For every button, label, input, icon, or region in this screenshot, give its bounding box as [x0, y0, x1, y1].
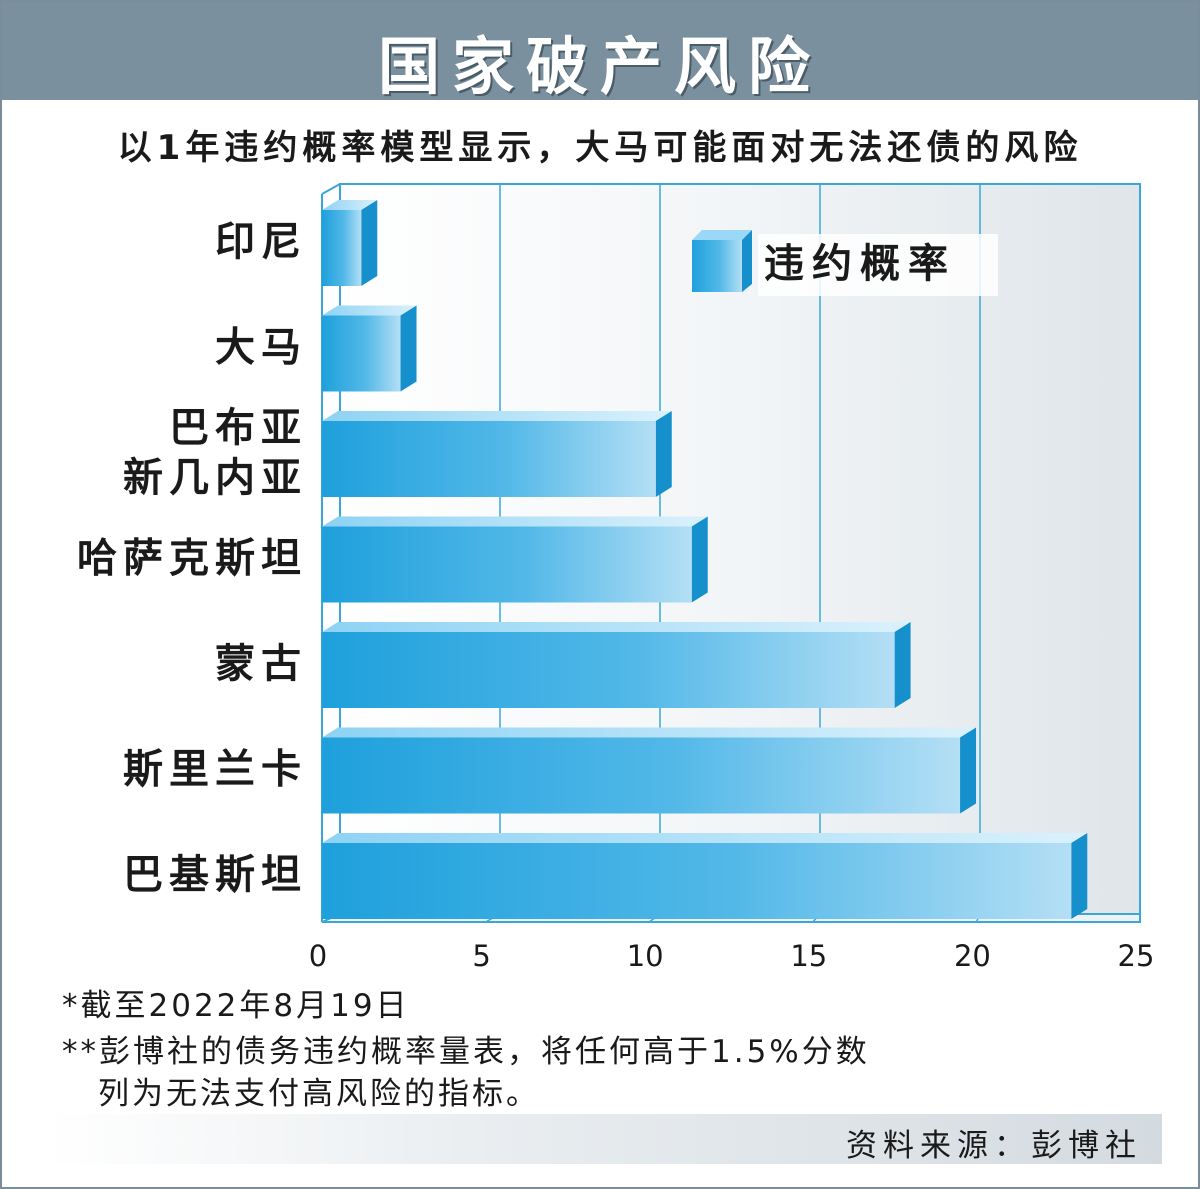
legend-swatch-side	[742, 230, 752, 292]
bar-end	[655, 411, 672, 497]
bar-巴布亚新几内亚	[322, 411, 672, 497]
x-tick-label: 20	[954, 939, 991, 973]
x-tick-label: 0	[309, 939, 327, 973]
bar-end	[894, 622, 911, 708]
bar-end	[361, 200, 378, 286]
bar-top	[322, 727, 977, 738]
x-tick-label: 10	[627, 939, 664, 973]
bar-top	[322, 411, 672, 421]
source-credit: 资料来源：彭博社	[846, 1128, 1142, 1164]
bar-蒙古	[322, 622, 911, 708]
bar	[322, 737, 961, 814]
bar-top	[322, 305, 417, 316]
category-label: 蒙古	[215, 641, 307, 687]
bar-巴基斯坦	[322, 833, 1088, 919]
source-bar: 资料来源：彭博社	[47, 1114, 1162, 1164]
bar-end	[960, 727, 977, 814]
bar	[322, 843, 1072, 919]
legend-label: 违约概率	[764, 241, 956, 287]
bar-斯里兰卡	[322, 727, 977, 814]
note-scale-continued: 列为无法支付高风险的指标。	[98, 1076, 540, 1112]
bar-end	[691, 516, 708, 603]
bar	[322, 421, 656, 497]
bar-大马	[322, 305, 417, 392]
legend-swatch-top	[692, 230, 752, 240]
legend-box	[758, 234, 998, 296]
bar-top	[322, 200, 378, 210]
bar-top	[322, 833, 1088, 843]
category-label: 巴基斯坦	[123, 852, 307, 898]
bar-top	[322, 622, 911, 632]
note-scale: **彭博社的债务违约概率量表，将任何高于1.5%分数	[62, 1034, 870, 1070]
legend: 违约概率	[692, 230, 998, 296]
page-title: 国家破产风险	[377, 30, 822, 103]
bar	[322, 315, 401, 392]
legend-swatch	[692, 240, 742, 292]
bar-印尼	[322, 200, 378, 286]
x-tick-label: 15	[790, 939, 827, 973]
bar	[322, 210, 362, 286]
category-label: 大马	[215, 325, 307, 371]
category-label: 新几内亚	[123, 455, 307, 501]
x-tick-labels: 0 5 10 15 20 25	[309, 939, 1155, 973]
note-date: *截至2022年8月19日	[62, 988, 410, 1024]
bar-top	[322, 516, 708, 527]
x-tick-label: 5	[472, 939, 490, 973]
chart-subtitle: 以1年违约概率模型显示，大马可能面对无法还债的风险	[117, 128, 1083, 168]
bar-end	[1071, 833, 1088, 919]
bar-end	[400, 305, 417, 392]
header-banner: 国家破产风险	[2, 2, 1198, 103]
category-label: 哈萨克斯坦	[77, 536, 307, 582]
bar	[322, 632, 895, 708]
bar	[322, 526, 692, 603]
category-label: 印尼	[215, 219, 307, 265]
bar-哈萨克斯坦	[322, 516, 708, 603]
bars	[322, 200, 1088, 919]
y-axis-top-edge	[321, 183, 341, 195]
x-tick-label: 25	[1118, 939, 1155, 973]
category-label: 巴布亚	[169, 405, 307, 451]
category-label: 斯里兰卡	[123, 747, 307, 793]
